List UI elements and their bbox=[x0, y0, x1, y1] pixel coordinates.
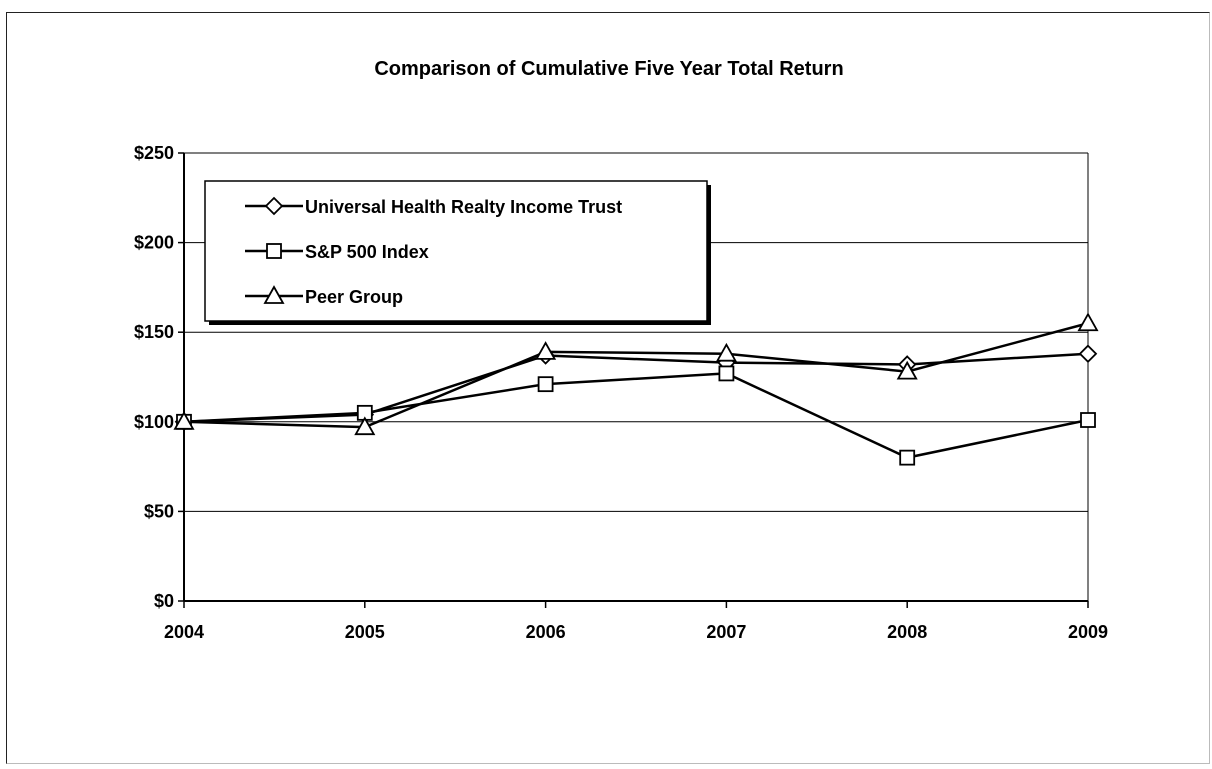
data-point-square bbox=[899, 449, 916, 466]
chart-frame: Comparison of Cumulative Five Year Total… bbox=[6, 12, 1210, 764]
x-tick-label: 2005 bbox=[345, 622, 385, 642]
legend-label: S&P 500 Index bbox=[305, 242, 429, 262]
legend-marker-triangle bbox=[263, 285, 285, 304]
series-line bbox=[183, 372, 1089, 459]
x-tick-label: 2009 bbox=[1068, 622, 1108, 642]
data-point-triangle bbox=[173, 410, 195, 430]
y-axis-ticks: $0 $50 $100 $150 $200 $250 bbox=[134, 143, 184, 611]
x-tick-label: 2007 bbox=[706, 622, 746, 642]
y-tick-label: $150 bbox=[134, 322, 174, 342]
y-tick-label: $250 bbox=[134, 143, 174, 163]
legend-marker-square bbox=[266, 243, 282, 259]
data-point-square bbox=[537, 376, 554, 393]
series-1 bbox=[183, 372, 1089, 459]
chart-title: Comparison of Cumulative Five Year Total… bbox=[374, 58, 843, 80]
data-point-triangle bbox=[896, 360, 918, 380]
data-point-diamond bbox=[1078, 344, 1098, 363]
y-tick-label: $0 bbox=[154, 591, 174, 611]
series-2 bbox=[183, 322, 1089, 429]
data-point-triangle bbox=[715, 342, 737, 362]
series-markers-2 bbox=[173, 312, 1099, 436]
data-point-triangle bbox=[1077, 312, 1099, 332]
line-chart: Comparison of Cumulative Five Year Total… bbox=[134, 58, 1108, 642]
series-layer bbox=[173, 312, 1099, 466]
axes bbox=[183, 153, 1089, 602]
data-point-square bbox=[718, 365, 735, 382]
x-tick-label: 2006 bbox=[526, 622, 566, 642]
x-tick-label: 2008 bbox=[887, 622, 927, 642]
x-tick-label: 2004 bbox=[164, 622, 204, 642]
y-tick-label: $200 bbox=[134, 233, 174, 253]
data-point-square bbox=[1080, 412, 1096, 428]
x-axis-ticks: 2004 2005 2006 2007 2008 2009 bbox=[164, 601, 1108, 642]
legend: Universal Health Realty Income Trust S&P … bbox=[204, 180, 711, 325]
legend-marker-diamond bbox=[264, 196, 284, 216]
data-point-triangle bbox=[354, 416, 376, 436]
legend-label: Peer Group bbox=[305, 287, 403, 307]
series-line bbox=[183, 352, 1089, 424]
series-line bbox=[183, 322, 1089, 429]
data-point-triangle bbox=[535, 341, 557, 360]
legend-label: Universal Health Realty Income Trust bbox=[305, 197, 622, 217]
y-tick-label: $50 bbox=[144, 501, 174, 521]
series-0 bbox=[183, 352, 1089, 424]
y-tick-label: $100 bbox=[134, 412, 174, 432]
